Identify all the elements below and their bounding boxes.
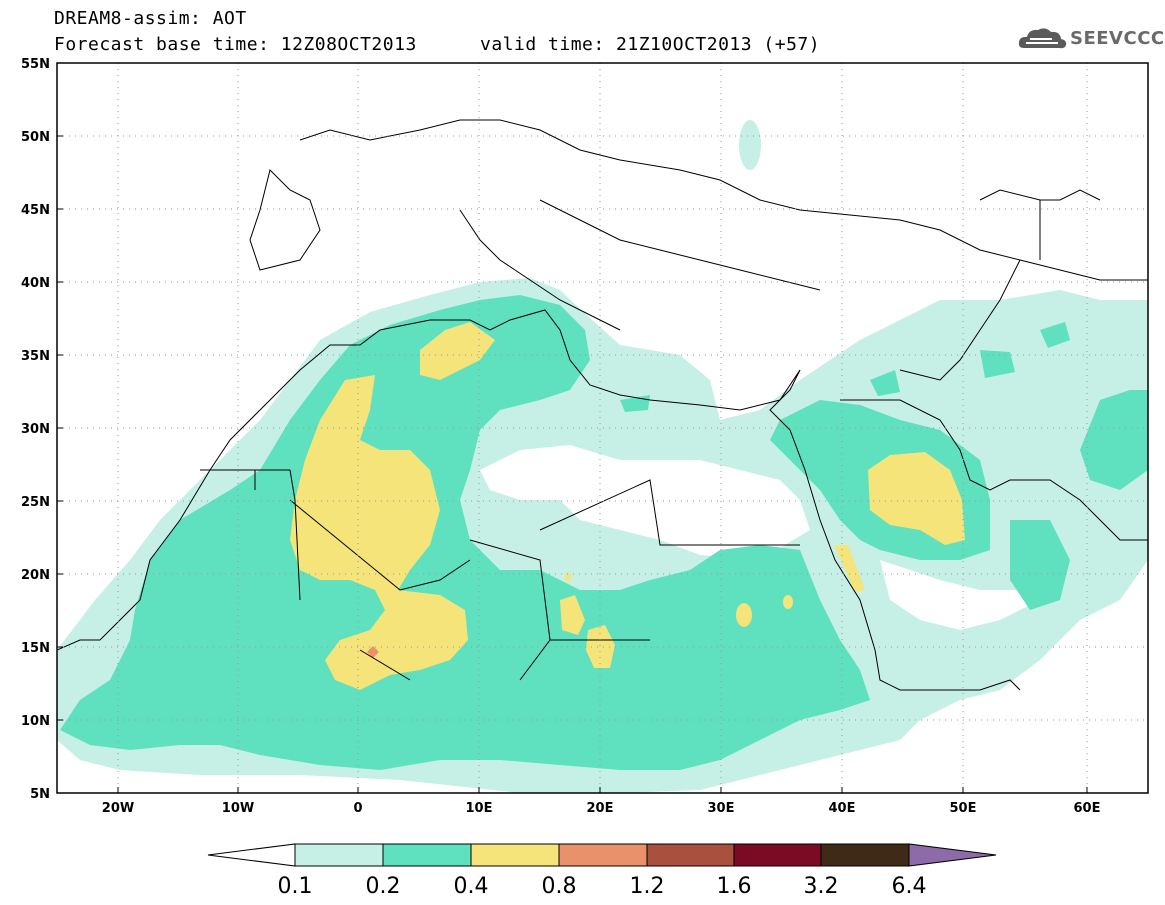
colorbar-segment xyxy=(820,843,910,867)
lat-label: 10N xyxy=(21,714,50,729)
lat-label: 5N xyxy=(30,787,50,802)
colorbar-label: 0.4 xyxy=(454,874,489,899)
lat-label: 20N xyxy=(21,568,50,583)
axis-ticks xyxy=(57,62,1088,793)
lon-label: 40E xyxy=(829,801,856,816)
lat-label: 15N xyxy=(21,641,50,656)
lat-label: 35N xyxy=(21,349,50,364)
lat-label: 25N xyxy=(21,495,50,510)
map-title: DREAM8-assim: AOT xyxy=(54,8,247,29)
colorbar-segment xyxy=(646,843,735,867)
colorbar-label: 1.6 xyxy=(717,874,752,899)
colorbar-label: 1.2 xyxy=(630,874,665,899)
aot-clear-areas xyxy=(480,445,1040,630)
colorbar: 0.1 0.2 0.4 0.8 1.2 1.6 3.2 6.4 xyxy=(207,843,997,899)
colorbar-over-arrow xyxy=(908,843,997,867)
valid-time: valid time: 21Z10OCT2013 (+57) xyxy=(480,34,821,55)
forecast-base-time: Forecast base time: 12Z08OCT2013 xyxy=(54,34,417,55)
latitude-labels: 55N 50N 45N 40N 35N 30N 25N 20N 15N 10N … xyxy=(21,57,50,802)
colorbar-label: 0.8 xyxy=(542,874,577,899)
colorbar-label: 6.4 xyxy=(892,874,927,899)
lon-label: 10E xyxy=(466,801,493,816)
lat-label: 45N xyxy=(21,203,50,218)
colorbar-segment xyxy=(382,843,472,867)
lat-label: 55N xyxy=(21,57,50,72)
colorbar-segment xyxy=(470,843,560,867)
aot-band-0.8 xyxy=(367,646,379,658)
seevccc-logo: SEEVCCC xyxy=(1018,24,1164,54)
lon-label: 20W xyxy=(102,801,134,816)
lon-label: 0 xyxy=(353,801,362,816)
aot-band-0.4 xyxy=(290,322,965,690)
lon-label: 30E xyxy=(708,801,735,816)
colorbar-label: 0.2 xyxy=(366,874,401,899)
lon-label: 20E xyxy=(587,801,614,816)
colorbar-segment xyxy=(294,843,384,867)
logo-text: SEEVCCC xyxy=(1070,28,1165,49)
cloud-icon xyxy=(1018,28,1067,49)
colorbar-label: 0.1 xyxy=(278,874,313,899)
colorbar-segment xyxy=(733,843,822,867)
coastlines-borders xyxy=(57,119,1148,691)
lat-label: 40N xyxy=(21,276,50,291)
longitude-labels: 20W 10W 0 10E 20E 30E 40E 50E 60E xyxy=(102,801,1101,816)
colorbar-under-arrow xyxy=(207,843,296,867)
colorbar-segment xyxy=(558,843,648,867)
lon-label: 50E xyxy=(950,801,977,816)
lon-label: 10W xyxy=(222,801,254,816)
lat-label: 30N xyxy=(21,422,50,437)
lat-label: 50N xyxy=(21,130,50,145)
colorbar-label: 3.2 xyxy=(804,874,839,899)
lon-label: 60E xyxy=(1074,801,1101,816)
